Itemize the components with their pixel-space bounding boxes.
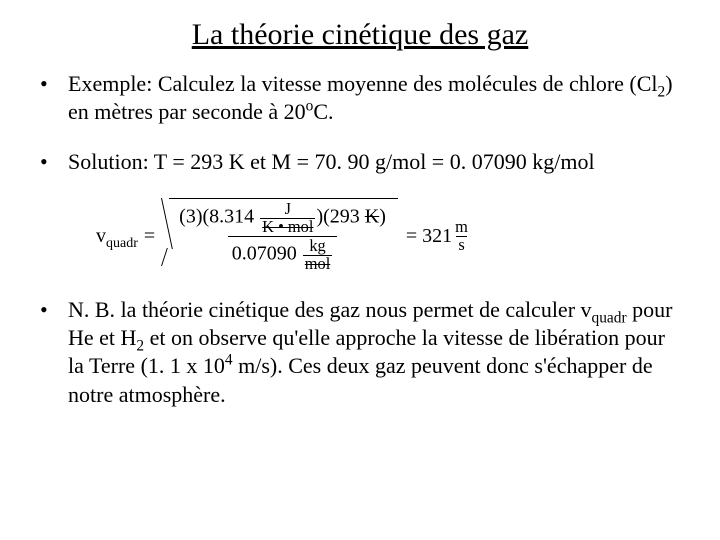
bullet-solution: • Solution: T = 293 K et M = 70. 90 g/mo… [40,148,680,176]
K-strike: K [365,206,379,228]
unit-m: m [453,219,470,235]
unit-mol-strike: mol [303,255,333,272]
num-part-a: (3)(8.314 [179,206,259,228]
result-value: = 321 [406,225,452,248]
unit-m-over-s: m s [453,219,470,253]
equals-sign-1: = [144,225,155,248]
slide-root: La théorie cinétique des gaz • Exemple: … [0,0,720,540]
example-label: Exemple: [68,71,152,96]
bullet-dot: • [40,296,68,409]
equation-block: vquadr = (3)(8.314 JK • mol)(293 K) 0.07… [96,198,680,274]
denominator: 0.07090 kgmol [228,236,338,272]
bullet-example: • Exemple: Calculez la vitesse moyenne d… [40,70,680,126]
sqrt-symbol: (3)(8.314 JK • mol)(293 K) 0.07090 kgmol [155,198,398,274]
num-part-c: ) [379,206,386,228]
unit-kg-over-mol: kgmol [303,238,333,272]
bullet-example-text: Exemple: Calculez la vitesse moyenne des… [68,70,680,126]
unit-J: J [283,201,293,217]
sqrt-content: (3)(8.314 JK • mol)(293 K) 0.07090 kgmol [169,198,398,274]
example-body-1: Calculez la vitesse moyenne des molécule… [152,71,657,96]
solution-label: Solution: [68,149,149,174]
unit-Kmol-strike: K • mol [260,218,315,235]
bullet-solution-text: Solution: T = 293 K et M = 70. 90 g/mol … [68,148,680,176]
bullet-nb: • N. B. la théorie cinétique des gaz nou… [40,296,680,409]
ten4-superscript: 4 [225,352,233,369]
nb-label: N. B. [68,297,115,322]
num-part-b: )(293 [316,206,364,228]
unit-kg: kg [307,238,327,254]
main-fraction: (3)(8.314 JK • mol)(293 K) 0.07090 kgmol [175,201,390,272]
equation-lhs: vquadr [96,225,138,248]
page-title: La théorie cinétique des gaz [40,18,680,52]
example-unit: C. [313,99,333,124]
bullet-dot: • [40,70,68,126]
unit-J-over-Kmol: JK • mol [260,201,315,235]
den-value: 0.07090 [232,243,302,265]
radical-icon [155,198,169,274]
unit-s: s [456,236,466,253]
equation-rhs: = 321 m s [406,219,471,253]
v-symbol: v [96,225,106,247]
nb-body-1: la théorie cinétique des gaz nous permet… [115,297,591,322]
numerator: (3)(8.314 JK • mol)(293 K) [175,201,390,236]
bullet-nb-text: N. B. la théorie cinétique des gaz nous … [68,296,680,409]
solution-body: T = 293 K et M = 70. 90 g/mol = 0. 07090… [149,149,595,174]
vquadr-subscript: quadr [592,309,627,326]
quadr-subscript: quadr [106,236,138,251]
bullet-dot: • [40,148,68,176]
